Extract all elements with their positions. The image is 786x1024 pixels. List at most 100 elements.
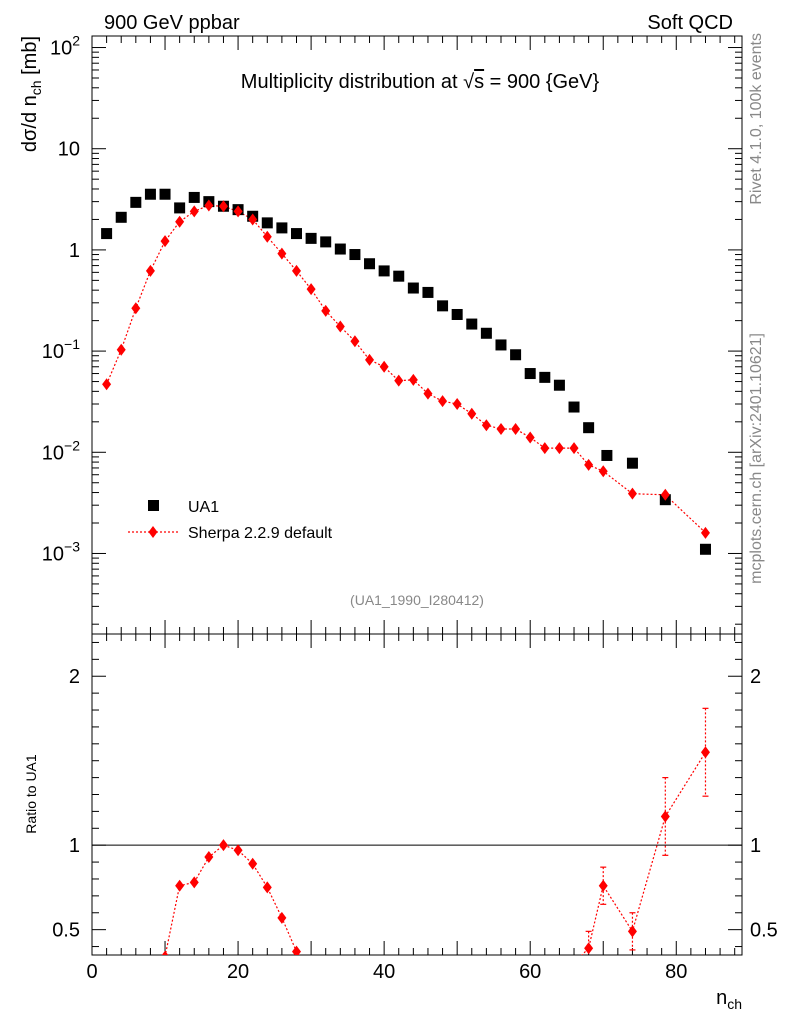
sherpa-data-point [321,304,331,317]
main-y-tick-label: 10−3 [42,538,80,565]
ua1-data-point [159,188,171,200]
ua1-data-point [320,236,332,248]
x-tick-label: 40 [373,961,395,983]
sherpa-data-point [452,398,462,411]
sherpa-data-point [408,373,418,386]
ua1-data-point [480,327,492,339]
sherpa-data-point [102,378,112,391]
sherpa-data-point [540,442,550,455]
ua1-data-point [364,258,376,270]
ratio-data-point [598,879,608,892]
sherpa-data-point [394,374,404,387]
ratio-data-point [627,925,637,938]
ratio-y-tick-label: 2 [69,666,80,688]
ua1-data-point [601,449,613,461]
ratio-data-point [291,945,301,955]
sherpa-data-point [700,526,710,539]
rivet-version-label: Rivet 4.1.0, 100k events [748,33,765,205]
sherpa-data-point [204,199,214,212]
sherpa-data-point [496,422,506,435]
ua1-data-point [130,196,142,208]
sherpa-data-point [160,235,170,248]
main-panel-frame [91,35,743,635]
sherpa-data-point [131,302,141,315]
sherpa-data-point [511,422,521,435]
sherpa-line-path [106,204,706,534]
ratio-data-point [204,851,214,864]
ua1-data-point [451,308,463,320]
sherpa-data-point [350,335,360,348]
header-right-label: Soft QCD [647,12,733,34]
main-y-tick-label: 10−2 [42,437,80,464]
sherpa-data-point [277,247,287,260]
sherpa-data-point [116,343,126,356]
main-y-tick-label: 10−1 [42,336,80,363]
main-y-tick-label: 10 [58,139,80,161]
sherpa-data-point [554,442,564,455]
ratio-axis-ticks [91,634,742,955]
ratio-data-point [307,966,316,978]
ua1-data-point [393,270,405,282]
main-axis-ticks [91,36,742,634]
legend-sherpa-label: Sherpa 2.2.9 default [188,525,333,542]
ua1-data-point [539,371,551,383]
ratio-data-point [700,746,710,759]
sherpa-data-point [481,419,491,432]
ratio-data-point [570,957,579,969]
ratio-series-group [161,707,710,978]
x-tick-label: 20 [227,961,249,983]
main-y-tick-label: 1 [69,240,80,262]
ua1-data-point [290,228,302,240]
ua1-data-point [378,265,390,277]
chart-title: Multiplicity distribution at √s = 900 {G… [241,71,600,93]
x-axis-label: nch [716,987,742,1012]
sherpa-data-point [291,264,301,277]
ua1-data-point [495,339,507,351]
ratio-data-point [175,879,185,892]
sherpa-data-point [335,320,345,333]
ua1-data-point [115,211,127,223]
ua1-data-point [699,543,711,555]
sherpa-data-point [438,395,448,408]
ratio-y-tick-label-right: 0.5 [750,920,778,942]
x-tick-labels: 0 20 40 60 80 [86,961,687,983]
sherpa-data-point [175,215,185,228]
ua1-data-point [466,318,478,330]
sherpa-data-point [145,264,155,277]
ratio-y-tick-label: 1 [69,835,80,857]
legend-ua1-label: UA1 [188,499,219,516]
ua1-data-point [188,191,200,203]
ua1-data-point [583,422,595,434]
mcplots-label: mcplots.cern.ch [arXiv:2401.10621] [748,333,765,584]
x-tick-label: 0 [86,961,97,983]
ratio-data-point [189,876,199,889]
ua1-data-point [553,379,565,391]
ua1-data-point [101,228,113,240]
ua1-data-point [437,300,449,312]
ratio-data-point [262,881,272,894]
sherpa-data-point [584,458,594,471]
header-left-label: 900 GeV ppbar [104,12,240,34]
sherpa-data-point [218,200,228,213]
sherpa-data-point [233,205,243,218]
sherpa-series-points [102,199,710,539]
main-y-tick-labels: 10−3 10−2 10−1 1 10 102 [42,33,80,566]
ua1-data-point [626,457,638,469]
ua1-data-point [349,249,361,261]
legend-ua1-marker [148,500,159,511]
ua1-data-point [510,349,522,361]
ratio-data-point [584,942,594,955]
legend: UA1 Sherpa 2.2.9 default [128,499,333,542]
ratio-data-point [277,911,287,924]
sherpa-data-point [306,283,316,296]
ua1-series-points [101,188,711,555]
ua1-data-point [407,282,419,294]
ratio-y-tick-label: 0.5 [52,920,80,942]
ua1-data-point [524,368,536,380]
ua1-data-point [305,232,317,244]
ratio-data-point [233,844,243,857]
main-y-axis-label: dσ/d nch [mb] [19,36,44,152]
ratio-data-point [161,950,169,955]
legend-sherpa-marker [148,526,158,538]
